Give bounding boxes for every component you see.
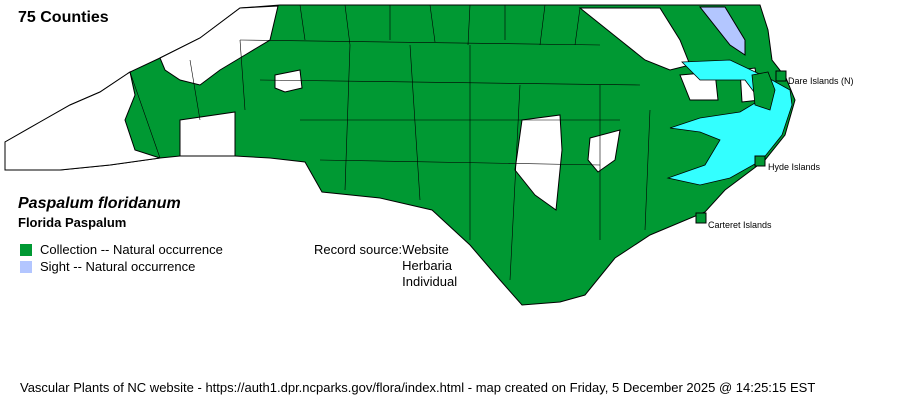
common-name: Florida Paspalum (18, 215, 127, 230)
footer-credit: Vascular Plants of NC website - https://… (20, 380, 816, 395)
legend-item-sight: Sight -- Natural occurrence (20, 259, 195, 274)
legend-item-collection: Collection -- Natural occurrence (20, 242, 223, 257)
county-count: 75 Counties (18, 9, 109, 26)
record-source-value: Individual (402, 274, 458, 289)
absent-counties-northeast (578, 7, 691, 71)
absent-counties-south-west (179, 111, 236, 157)
outer-banks-peninsula (751, 71, 776, 111)
absent-county-east2 (587, 129, 621, 173)
absent-counties-west (4, 71, 161, 171)
island-label-carteret: Carteret Islands (708, 220, 772, 230)
county-lines (129, 4, 651, 281)
record-source-value: Herbaria (402, 258, 453, 273)
island-label-dare: Dare Islands (N) (788, 76, 854, 86)
island-marker-dare (775, 70, 787, 82)
scientific-name: Paspalum floridanum (18, 195, 181, 212)
absent-counties-east (514, 114, 563, 211)
record-source-value: Website (402, 242, 449, 257)
record-source: Record source: Website Herbaria Individu… (314, 242, 457, 290)
island-marker-carteret (695, 212, 707, 224)
sight-county (698, 6, 746, 56)
legend-label: Sight -- Natural occurrence (40, 259, 196, 274)
collection-swatch (20, 243, 32, 256)
legend-label: Collection -- Natural occurrence (40, 242, 223, 257)
sight-swatch (20, 260, 32, 273)
island-label-hyde: Hyde Islands (768, 162, 821, 172)
island-marker-hyde (754, 155, 766, 167)
absent-counties-northwest (159, 5, 279, 86)
absent-county-mid (274, 69, 303, 93)
record-source-label: Record source: (314, 242, 403, 257)
